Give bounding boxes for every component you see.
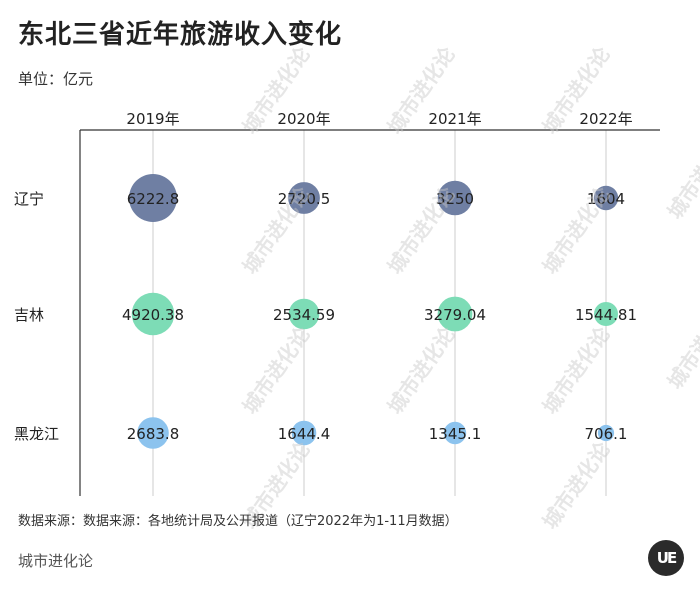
bubble-point xyxy=(288,182,320,214)
data-label: 2683.8 xyxy=(127,425,180,443)
data-label: 2720.5 xyxy=(278,190,331,208)
x-tick-label: 2019年 xyxy=(126,110,179,128)
row-label: 辽宁 xyxy=(14,190,44,208)
data-label: 1644.4 xyxy=(278,425,331,443)
bubble-point xyxy=(129,174,177,222)
data-label: 4920.38 xyxy=(122,306,184,324)
brand-name: 城市进化论 xyxy=(18,552,94,570)
bubble-point xyxy=(137,417,169,449)
bubble-point xyxy=(288,298,320,330)
data-label: 1604 xyxy=(587,190,625,208)
bubble-point xyxy=(291,420,317,446)
bubble-point xyxy=(597,424,615,442)
brand-logo-icon: UE xyxy=(648,540,684,576)
bubble-point xyxy=(131,292,175,336)
data-label: 6222.8 xyxy=(127,190,180,208)
bubble-point xyxy=(443,421,467,445)
data-label: 3279.04 xyxy=(424,306,486,324)
row-label: 黑龙江 xyxy=(14,425,59,443)
data-label: 3250 xyxy=(436,190,474,208)
data-label: 2534.59 xyxy=(273,306,335,324)
row-label: 吉林 xyxy=(14,306,44,324)
bubble-point xyxy=(437,296,473,332)
unit-label: 单位：亿元 xyxy=(18,70,94,88)
bubble-point xyxy=(437,180,473,216)
x-tick-label: 2021年 xyxy=(428,110,481,128)
data-label: 1544.81 xyxy=(575,306,637,324)
source-note: 数据来源：数据来源：各地统计局及公开报道（辽宁2022年为1-11月数据） xyxy=(18,514,458,529)
data-label: 706.1 xyxy=(585,425,628,443)
x-tick-label: 2020年 xyxy=(277,110,330,128)
bubble-point xyxy=(593,185,619,211)
x-tick-label: 2022年 xyxy=(579,110,632,128)
data-label: 1345.1 xyxy=(429,425,482,443)
page-title: 东北三省近年旅游收入变化 xyxy=(18,20,343,50)
bubble-point xyxy=(594,302,618,326)
